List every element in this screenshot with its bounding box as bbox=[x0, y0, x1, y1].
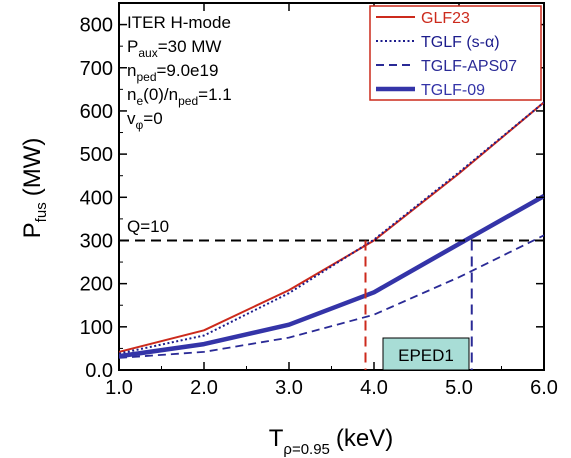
series-line-tglf-aps07 bbox=[119, 234, 544, 359]
y-tick-label: 100 bbox=[80, 317, 113, 339]
y-tick-label: 500 bbox=[80, 144, 113, 166]
series-line-glf23 bbox=[119, 101, 544, 353]
y-tick-label: 300 bbox=[80, 230, 113, 252]
x-tick-label: 5.0 bbox=[445, 377, 473, 399]
legend: GLF23 TGLF (s-α) TGLF-APS07 TGLF-09 bbox=[369, 5, 542, 101]
x-tick-label: 3.0 bbox=[275, 377, 303, 399]
y-tick-label: 0.0 bbox=[85, 360, 113, 382]
info-line-5: vφ=0 bbox=[127, 109, 163, 132]
reference-line-label: Q=10 bbox=[127, 217, 169, 236]
x-axis-title: Tρ=0.95 (keV) bbox=[269, 425, 394, 458]
y-tick-label: 200 bbox=[80, 274, 113, 296]
info-line-1: ITER H-mode bbox=[127, 13, 231, 32]
legend-label-glf23: GLF23 bbox=[421, 10, 470, 27]
info-line-3: nped=9.0e19 bbox=[127, 61, 218, 84]
info-line-2: Paux=30 MW bbox=[127, 37, 221, 60]
legend-label-tglf-s-alpha: TGLF (s-α) bbox=[421, 34, 500, 51]
y-tick-label: 600 bbox=[80, 101, 113, 123]
series-line-tglf-s-alpha bbox=[119, 101, 544, 355]
reference-layer bbox=[119, 239, 544, 370]
eped1-badge-label: EPED1 bbox=[398, 346, 454, 365]
y-axis-title: Pfus(MW) bbox=[19, 138, 50, 239]
info-box: ITER H-mode Paux=30 MW nped=9.0e19 ne(0)… bbox=[127, 13, 232, 132]
tick-layer: 1.0 2.0 3.0 4.0 5.0 6.0 0.0 100 200 300 400 500 600 7… bbox=[80, 3, 558, 399]
y-tick-label: 800 bbox=[80, 15, 113, 37]
legend-label-tglf-09: TGLF-09 bbox=[421, 82, 485, 99]
x-tick-label: 6.0 bbox=[530, 377, 558, 399]
y-tick-label: 400 bbox=[80, 187, 113, 209]
legend-label-tglf-aps07: TGLF-APS07 bbox=[421, 58, 517, 75]
eped1-badge: EPED1 bbox=[382, 337, 470, 371]
x-tick-label: 2.0 bbox=[190, 377, 218, 399]
eped1-badge-box bbox=[382, 337, 470, 371]
legend-box bbox=[369, 5, 542, 101]
info-line-4: ne(0)/nped=1.1 bbox=[127, 85, 232, 108]
x-tick-label: 1.0 bbox=[105, 377, 133, 399]
series-line-tglf-09 bbox=[119, 194, 544, 359]
x-tick-label: 4.0 bbox=[360, 377, 388, 399]
y-tick-label: 700 bbox=[80, 58, 113, 80]
series-layer bbox=[119, 101, 544, 359]
